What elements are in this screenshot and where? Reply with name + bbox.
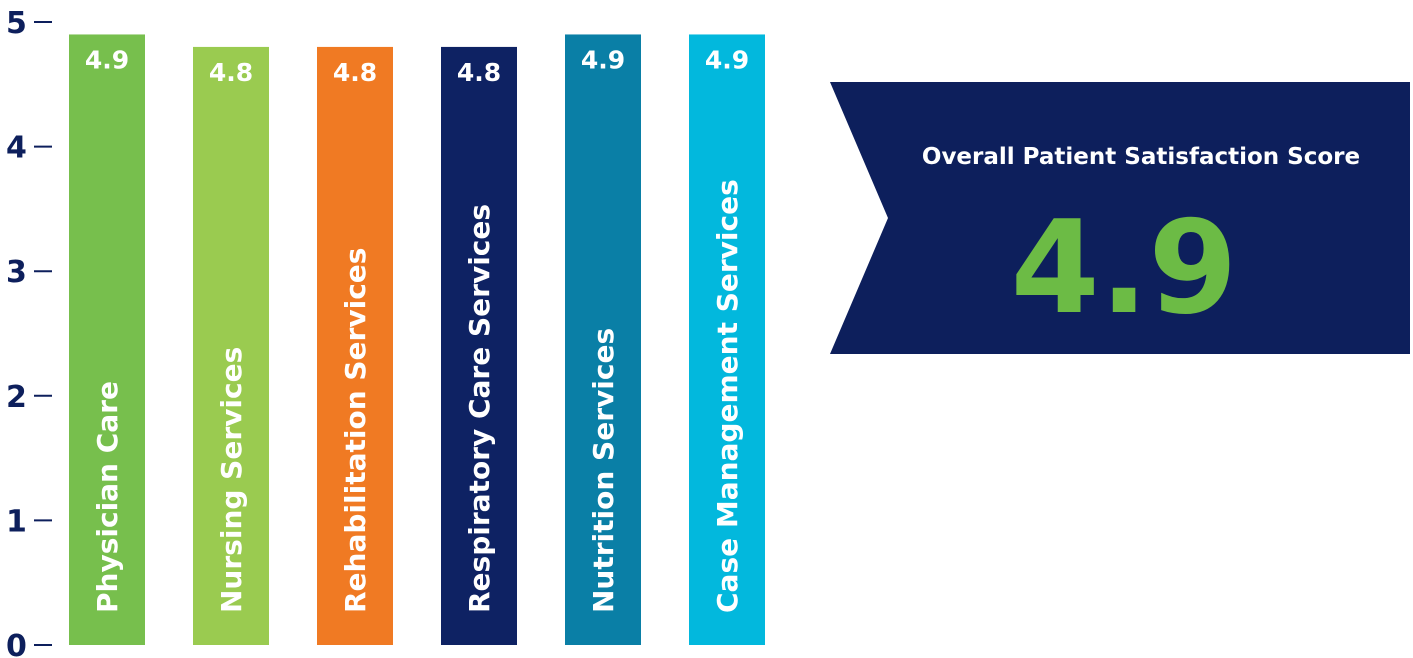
bar <box>69 34 145 645</box>
overall-score-banner: Overall Patient Satisfaction Score 4.9 <box>830 82 1410 354</box>
bar <box>193 46 269 646</box>
bar-value-label: 4.8 <box>457 58 501 87</box>
bar-group: 4.8 Respiratory Care Services <box>441 46 517 646</box>
bar-category-label: Nursing Services <box>215 347 248 613</box>
bar-group: 4.8 Rehabilitation Services <box>317 46 393 646</box>
banner-ribbon <box>830 82 1410 354</box>
bar-group: 4.9 Nutrition Services <box>565 34 641 645</box>
y-tick-label: 5 <box>6 6 27 41</box>
bar-category-label: Nutrition Services <box>587 328 620 613</box>
bars: 4.9 Physician Care 4.8 Nursing Services 4.8 R… <box>69 34 765 646</box>
bar <box>689 34 765 645</box>
banner-title: Overall Patient Satisfaction Score <box>922 144 1360 170</box>
bar-value-label: 4.9 <box>581 45 625 74</box>
bar <box>317 46 393 646</box>
y-tick-label: 4 <box>6 131 27 166</box>
y-tick-label: 2 <box>6 380 27 415</box>
bar-category-label: Rehabilitation Services <box>339 248 372 613</box>
bar-category-label: Respiratory Care Services <box>463 204 496 613</box>
bar-category-label: Case Management Services <box>711 179 744 613</box>
bar-group: 4.9 Physician Care <box>69 34 145 645</box>
bar-value-label: 4.9 <box>705 45 749 74</box>
y-tick-label: 3 <box>6 255 27 290</box>
banner-score: 4.9 <box>1011 194 1238 343</box>
y-tick-label: 1 <box>6 504 27 539</box>
bar-value-label: 4.8 <box>333 58 377 87</box>
bar-value-label: 4.8 <box>209 58 253 87</box>
bar-group: 4.8 Nursing Services <box>193 46 269 646</box>
bar-value-label: 4.9 <box>85 45 129 74</box>
bar-group: 4.9 Case Management Services <box>689 34 765 645</box>
bar-category-label: Physician Care <box>91 381 124 613</box>
bar <box>441 46 517 646</box>
y-axis: 0 1 2 3 4 5 <box>6 6 52 658</box>
bar <box>565 34 641 645</box>
y-tick-label: 0 <box>6 629 27 658</box>
